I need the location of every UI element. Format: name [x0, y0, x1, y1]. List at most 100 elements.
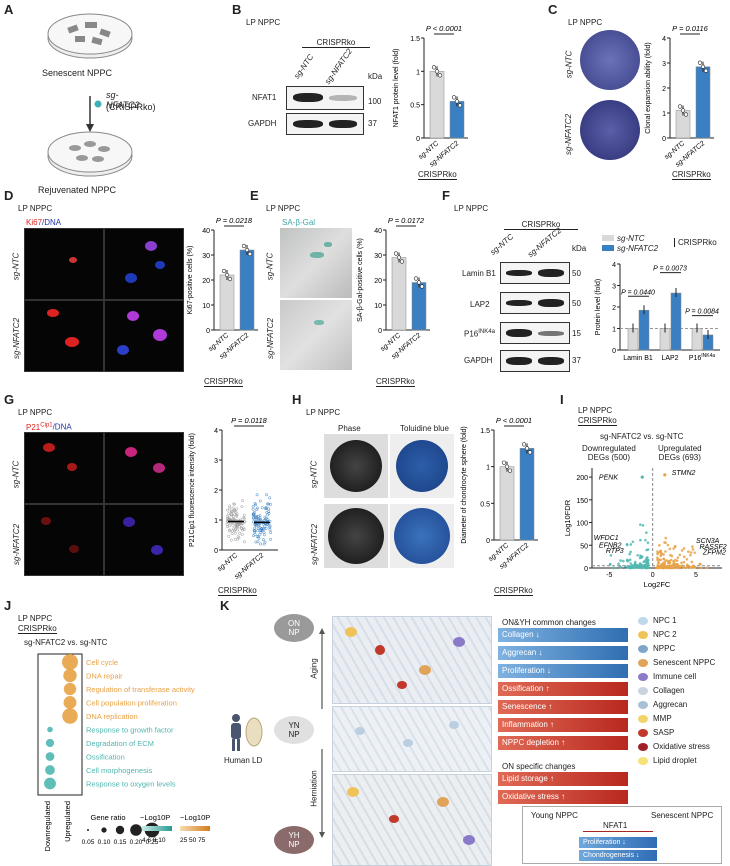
- legend-ratio-tick: 0.20: [130, 839, 143, 846]
- data-point: [631, 540, 635, 544]
- panel-f-chart: 0 1 2 3 4 Lamin B1 P = 0.0440 LAP2 P = 0.0073 P16…: [595, 262, 720, 362]
- panel-g-row-ntc: sg-NTC: [11, 460, 21, 489]
- y-tick-label: 3: [214, 458, 218, 465]
- panel-label-d: D: [4, 188, 14, 203]
- data-point: [266, 513, 270, 517]
- data-point: [267, 507, 271, 511]
- bar: [638, 309, 650, 351]
- bar-1: [695, 66, 711, 139]
- data-point: [693, 566, 696, 569]
- data-point: [527, 450, 533, 455]
- disc-on: ON NP: [274, 614, 314, 642]
- legend-swatch: [638, 644, 648, 653]
- panel-h-img-nfatc2-phase: [324, 504, 388, 568]
- data-point: [253, 532, 257, 536]
- panel-b-blot-nfat1: [286, 86, 364, 110]
- gene-label: RTP3: [606, 548, 624, 555]
- bubble: [45, 738, 55, 748]
- term-label: Response to growth factor: [86, 726, 174, 735]
- x-tick-label: P16INK4a: [689, 353, 716, 362]
- y-tick-label: 1: [612, 327, 616, 334]
- panel-f-lp-nppc: LP NPPC: [454, 204, 489, 213]
- panel-f-lane-nfatc2: sg-NFATC2: [525, 225, 564, 260]
- data-point: [244, 247, 250, 253]
- data-point: [636, 553, 639, 557]
- x-tick-label: Lamin B1: [623, 355, 653, 362]
- legend-swatch: [638, 742, 648, 751]
- y-tick-label: 3: [612, 284, 616, 291]
- x-tick-label: -5: [606, 572, 612, 579]
- data-point: [687, 550, 690, 553]
- data-point: [691, 545, 694, 548]
- legend-label: Lipid droplet: [653, 756, 697, 765]
- data-point: [690, 560, 694, 564]
- panel-g-lp-nppc: LP NPPC: [18, 408, 53, 417]
- panel-f-kda: kDa: [572, 244, 587, 253]
- bar-0: [429, 71, 445, 139]
- data-point: [221, 268, 227, 274]
- legend-bubble: [101, 827, 107, 833]
- data-point: [231, 506, 235, 510]
- data-point: [457, 103, 463, 108]
- panel-g-img-ntc-merge: [104, 432, 184, 504]
- data-point: [683, 555, 686, 559]
- panel-i-lp-nppc: LP NPPC: [578, 406, 613, 415]
- panel-e-img-ntc: [280, 228, 352, 298]
- data-point: [626, 565, 629, 569]
- data-point: [243, 540, 246, 544]
- legend-p2-bar: [180, 826, 210, 831]
- panel-label-a: A: [4, 2, 14, 17]
- data-point: [640, 475, 644, 479]
- data-point: [228, 504, 232, 508]
- legend-p1-ticks: 4 6 8 10: [142, 837, 166, 844]
- y-tick-label: 2: [662, 86, 666, 93]
- data-point: [678, 566, 681, 570]
- panel-f-blot-gapdh: [500, 350, 570, 372]
- term-label: Regulation of transferase activity: [86, 685, 195, 694]
- y-tick-label: 4: [612, 262, 616, 269]
- data-point: [664, 536, 668, 540]
- y-tick-label: 2: [612, 305, 616, 312]
- data-point: [656, 556, 659, 560]
- prolif-arrow: Proliferation ↓: [579, 837, 657, 848]
- data-point: [633, 560, 637, 564]
- data-point: [396, 255, 402, 260]
- panel-e-img-nfatc2: [280, 300, 352, 370]
- data-point: [628, 552, 632, 556]
- data-point: [228, 506, 232, 510]
- legend-swatch: [638, 686, 648, 695]
- bar-1: [449, 101, 465, 139]
- data-point: [265, 502, 269, 506]
- data-point: [257, 536, 261, 540]
- legend-label: MMP: [653, 714, 672, 723]
- y-tick-label: 10: [202, 303, 210, 310]
- panel-f-lane-ntc: sg-NTC: [488, 232, 516, 257]
- legend-swatch: [638, 616, 648, 625]
- panel-b-lp-nppc: LP NPPC: [246, 18, 281, 27]
- panel-f-mw-15: 15: [572, 329, 581, 338]
- panel-i-down: Downregulated DEGs (500): [582, 444, 636, 462]
- term-label: DNA repair: [86, 672, 123, 681]
- data-point: [705, 566, 709, 570]
- gene-label: RASSF2: [699, 544, 726, 551]
- y-tick-label: 20: [374, 278, 382, 285]
- data-point: [230, 513, 233, 517]
- y-axis-label: NFAT1 protein level (fold): [393, 49, 400, 128]
- data-point: [639, 523, 642, 526]
- change-bar: Senescence ↑: [498, 700, 628, 714]
- disc-yh: YH NP: [274, 826, 314, 854]
- panel-d-img-nfatc2-ki67: [24, 300, 104, 372]
- legend-item: SASP: [638, 726, 730, 740]
- data-point: [629, 562, 633, 565]
- data-point: [268, 496, 272, 500]
- data-point: [227, 516, 231, 520]
- data-point: [658, 544, 661, 547]
- data-point: [680, 561, 683, 565]
- data-point: [670, 554, 674, 558]
- legend-p1-title: −Log10P: [140, 813, 170, 822]
- data-point: [698, 562, 702, 566]
- specific-list: Lipid storage ↑ Oxidative stress ↑: [498, 772, 628, 808]
- x-tick-label: Upregulated: [63, 801, 72, 842]
- data-point: [231, 529, 234, 533]
- data-point: [233, 527, 237, 531]
